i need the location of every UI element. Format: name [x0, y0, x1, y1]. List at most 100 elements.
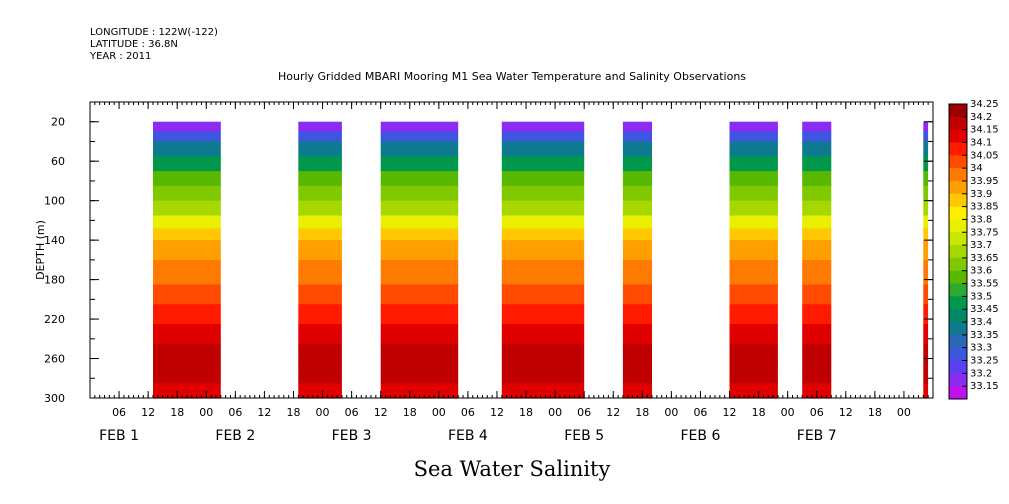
colorbar-label: 33.85 — [970, 202, 999, 213]
x-tick-label: 18 — [868, 406, 882, 419]
salinity-band — [729, 259, 778, 286]
colorbar-swatch — [949, 193, 967, 208]
salinity-band — [802, 343, 832, 364]
salinity-band — [729, 240, 778, 261]
colorbar-swatch — [949, 116, 967, 131]
colorbar-swatch — [949, 386, 967, 400]
salinity-band — [622, 228, 652, 241]
salinity-band — [153, 121, 221, 133]
colorbar-label: 34.1 — [970, 138, 992, 149]
colorbar-label: 33.9 — [970, 189, 992, 200]
salinity-band — [153, 215, 221, 229]
salinity-band — [622, 215, 652, 229]
colorbar-label: 33.3 — [970, 343, 992, 354]
data-segment — [923, 121, 929, 399]
salinity-band — [802, 121, 832, 133]
salinity-band — [501, 324, 585, 345]
salinity-band — [380, 156, 459, 172]
salinity-band — [298, 324, 342, 345]
x-tick-label: 06 — [112, 406, 126, 419]
salinity-band — [501, 259, 585, 286]
chart-title: Hourly Gridded MBARI Mooring M1 Sea Wate… — [278, 70, 746, 83]
salinity-band — [298, 284, 342, 305]
salinity-band — [298, 141, 342, 157]
year-label: YEAR : 2011 — [89, 51, 151, 62]
x-tick-label: 18 — [286, 406, 300, 419]
salinity-band — [501, 240, 585, 261]
salinity-band — [923, 284, 929, 305]
salinity-band — [380, 240, 459, 261]
y-tick-label: 100 — [44, 195, 65, 208]
salinity-band — [622, 171, 652, 187]
salinity-band — [622, 343, 652, 364]
colorbar-label: 33.5 — [970, 291, 992, 302]
y-axis-label: DEPTH (m) — [34, 220, 47, 280]
salinity-band — [729, 304, 778, 325]
salinity-band — [298, 304, 342, 325]
x-tick-label: 00 — [316, 406, 330, 419]
salinity-band — [380, 343, 459, 364]
x-tick-label: 18 — [403, 406, 417, 419]
colorbar-label: 33.35 — [970, 330, 999, 341]
salinity-band — [380, 131, 459, 143]
salinity-band — [380, 171, 459, 187]
salinity-band — [380, 284, 459, 305]
colorbar-swatch — [949, 104, 967, 118]
salinity-band — [153, 343, 221, 364]
data-segment — [153, 121, 221, 399]
data-segment — [729, 121, 778, 399]
x-day-label: FEB 7 — [797, 428, 837, 444]
salinity-band — [802, 200, 832, 217]
latitude-label: LATITUDE : 36.8N — [90, 39, 178, 50]
salinity-band — [729, 324, 778, 345]
salinity-band — [923, 324, 929, 345]
x-tick-label: 12 — [723, 406, 737, 419]
salinity-band — [729, 171, 778, 187]
data-segment — [501, 121, 585, 399]
salinity-band — [923, 304, 929, 325]
salinity-band — [802, 156, 832, 172]
y-tick-label: 60 — [51, 155, 65, 168]
salinity-band — [802, 284, 832, 305]
salinity-band — [622, 363, 652, 384]
colorbar-label: 33.95 — [970, 176, 999, 187]
y-tick-label: 20 — [51, 116, 65, 129]
salinity-band — [501, 200, 585, 217]
x-day-label: FEB 6 — [681, 428, 721, 444]
x-tick-label: 18 — [752, 406, 766, 419]
colorbar-label: 34.25 — [970, 99, 999, 110]
colorbar-swatch — [949, 296, 967, 310]
salinity-band — [622, 121, 652, 133]
salinity-band — [298, 383, 342, 399]
salinity-band — [380, 200, 459, 217]
salinity-band — [501, 156, 585, 172]
colorbar-label: 34.15 — [970, 125, 999, 136]
x-day-label: FEB 5 — [564, 428, 604, 444]
salinity-band — [501, 215, 585, 229]
salinity-band — [622, 284, 652, 305]
salinity-band — [622, 156, 652, 172]
salinity-band — [802, 324, 832, 345]
salinity-band — [729, 131, 778, 143]
salinity-band — [380, 141, 459, 157]
salinity-band — [729, 284, 778, 305]
salinity-band — [802, 141, 832, 157]
colorbar-label: 33.15 — [970, 381, 999, 392]
salinity-band — [622, 324, 652, 345]
colorbar-label: 33.65 — [970, 253, 999, 264]
salinity-band — [802, 228, 832, 241]
colorbar-label: 33.2 — [970, 368, 992, 379]
salinity-band — [501, 131, 585, 143]
data-segment — [802, 121, 832, 399]
salinity-band — [153, 141, 221, 157]
salinity-band — [923, 363, 929, 384]
colorbar-swatch — [949, 129, 967, 143]
colorbar-swatch — [949, 180, 967, 195]
x-tick-label: 00 — [548, 406, 562, 419]
salinity-band — [923, 131, 929, 143]
colorbar-swatch — [949, 270, 967, 284]
salinity-band — [622, 383, 652, 399]
x-tick-label: 06 — [228, 406, 242, 419]
x-tick-label: 00 — [781, 406, 795, 419]
colorbar-label: 33.55 — [970, 279, 999, 290]
